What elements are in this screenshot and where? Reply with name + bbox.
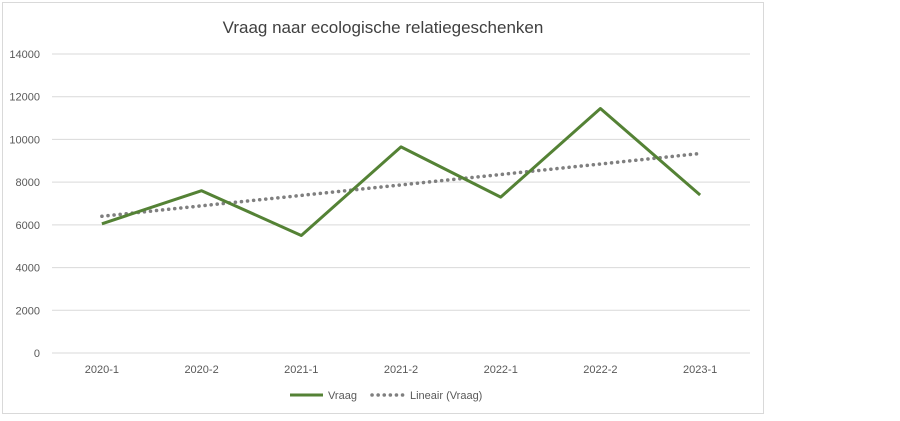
- gridlines: [52, 53, 750, 354]
- y-tick-label: 14000: [9, 49, 40, 61]
- x-tick-label: 2021-1: [284, 364, 318, 376]
- x-axis: 2020-1 2020-2 2021-1 2021-2 2022-1 2022-2 2023…: [85, 364, 718, 376]
- chart-title: Vraag naar ecologische relatiegeschenken: [223, 18, 544, 37]
- y-tick-label: 10000: [9, 134, 40, 146]
- y-axis: 0 2000 4000 6000 8000 10000 12000 14000: [9, 49, 40, 360]
- legend: Vraag Lineair (Vraag): [290, 390, 482, 402]
- y-tick-label: 4000: [16, 263, 40, 275]
- legend-label: Lineair (Vraag): [410, 390, 482, 402]
- x-tick-label: 2022-1: [484, 364, 518, 376]
- y-tick-label: 6000: [16, 220, 40, 232]
- y-tick-label: 12000: [9, 92, 40, 104]
- legend-label: Vraag: [328, 390, 357, 402]
- y-tick-label: 0: [34, 348, 40, 360]
- chart-frame: [2, 2, 764, 414]
- trendline-lineair: [100, 151, 702, 219]
- x-tick-label: 2022-2: [583, 364, 617, 376]
- x-tick-label: 2020-1: [85, 364, 119, 376]
- y-tick-label: 2000: [16, 305, 40, 317]
- y-tick-label: 8000: [16, 177, 40, 189]
- x-tick-label: 2021-2: [384, 364, 418, 376]
- series-line-vraag: [101, 107, 702, 237]
- x-tick-label: 2023-1: [683, 364, 717, 376]
- x-tick-label: 2020-2: [184, 364, 218, 376]
- series-lines: [100, 107, 702, 237]
